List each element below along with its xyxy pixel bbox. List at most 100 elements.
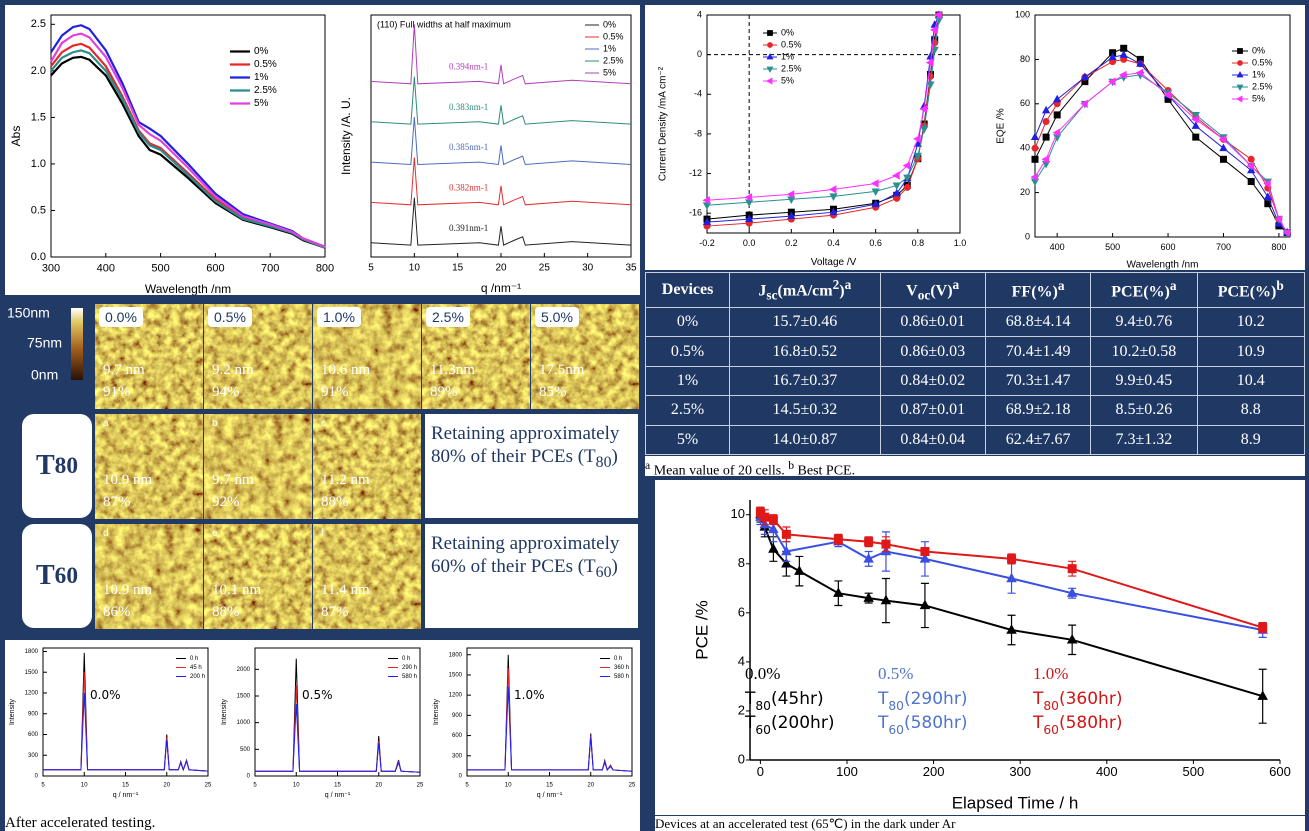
series-line bbox=[43, 692, 209, 772]
column-header: PCE(%)b bbox=[1196, 272, 1306, 308]
marker bbox=[781, 529, 791, 539]
series-line bbox=[255, 703, 421, 773]
marker bbox=[766, 53, 774, 60]
legend-label: 1% bbox=[781, 51, 794, 61]
marker bbox=[829, 207, 838, 216]
header-row: Devices Jsc(mA/cm2)a Voc(V)a FF(%)a PCE(%)a P… bbox=[644, 272, 1306, 308]
series-line bbox=[43, 672, 209, 772]
x-tick-label: 800 bbox=[1271, 242, 1286, 252]
table-cell: 8.9 bbox=[1196, 424, 1306, 456]
x-tick-label: 0.2 bbox=[785, 238, 798, 248]
marker bbox=[1066, 587, 1078, 597]
table-cell: 14.0±0.87 bbox=[729, 424, 881, 456]
y-tick-label: 8 bbox=[738, 555, 745, 570]
series-line bbox=[50, 32, 326, 248]
y-tick-label: 1800 bbox=[449, 652, 463, 658]
text-run: 1.0% bbox=[514, 688, 545, 702]
legend-label: 0.5% bbox=[781, 39, 802, 49]
roughness: 11.4 nm bbox=[321, 582, 370, 598]
series-line bbox=[706, 19, 940, 206]
series-line bbox=[370, 76, 632, 125]
y-tick-label: 0.0 bbox=[31, 251, 46, 263]
text-run: T bbox=[1032, 713, 1044, 733]
marker bbox=[1080, 99, 1088, 108]
afm-surface bbox=[204, 414, 312, 519]
x-tick-label: 25 bbox=[417, 783, 424, 789]
table-cell: 9.4±0.76 bbox=[1090, 306, 1198, 338]
text-run: sc bbox=[766, 287, 778, 303]
legend-label: 5% bbox=[781, 75, 794, 85]
series-line bbox=[50, 55, 326, 249]
x-tick-label: 15 bbox=[452, 263, 464, 274]
right-caption: Devices at an accelerated test (65℃) in … bbox=[655, 816, 1305, 831]
legend-label: 580 h bbox=[402, 674, 417, 680]
marker bbox=[1237, 48, 1243, 54]
afm-image: 2.5% 11.3nm 89% bbox=[422, 304, 530, 409]
text-run: a bbox=[844, 276, 852, 292]
marker bbox=[1246, 161, 1255, 171]
series-line bbox=[255, 658, 421, 773]
y-tick-label: 6 bbox=[738, 604, 745, 619]
text-run: a bbox=[645, 459, 651, 472]
marker bbox=[1263, 179, 1271, 188]
y-tick-label: 0 bbox=[697, 49, 702, 59]
table-row: 0% 15.7±0.46 0.86±0.01 68.8±4.14 9.4±0.76 10.… bbox=[644, 306, 1306, 338]
x-tick-label: 500 bbox=[1105, 242, 1120, 252]
series-line bbox=[370, 197, 632, 246]
text-run: Retaining approximately 60% of their PCE… bbox=[431, 533, 620, 577]
table-cell: 15.7±0.46 bbox=[729, 306, 881, 338]
x-tick-label: 700 bbox=[261, 262, 279, 274]
marker bbox=[794, 565, 805, 575]
marker bbox=[1282, 228, 1291, 237]
annotation: 0.0% bbox=[745, 664, 780, 683]
eqe-chart: 400 500 600 700 800 0 20 40 60 80 100 Wavelength /n… bbox=[996, 9, 1292, 270]
table-cell: 62.4±7.67 bbox=[984, 424, 1092, 456]
tile-label: 2.5% bbox=[426, 307, 470, 327]
text-run: a bbox=[952, 276, 960, 292]
series-line bbox=[370, 24, 632, 85]
row-tag: T 60 bbox=[22, 524, 92, 628]
y-tick-label: 100 bbox=[1015, 9, 1030, 19]
marker bbox=[1258, 623, 1268, 633]
table-cell: 9.9±0.45 bbox=[1090, 365, 1198, 397]
jv-chart: -0.2 0.0 0.2 0.4 0.6 0.8 1.0 4 0 -4 -8 -12 -16 Voltag… bbox=[658, 9, 967, 268]
x-tick-label: 25 bbox=[629, 783, 636, 789]
retention: 85% bbox=[539, 384, 567, 400]
text-run: 1.0% bbox=[1033, 664, 1068, 683]
y-axis-label: Intensity bbox=[221, 698, 228, 725]
marker bbox=[934, 10, 942, 20]
marker bbox=[919, 104, 928, 114]
tile-label: 0.0% bbox=[99, 307, 143, 327]
table-cell: 8.5±0.26 bbox=[1090, 395, 1198, 426]
text-run: 0.0% bbox=[745, 664, 780, 683]
y-tick-label: 60 bbox=[1020, 98, 1030, 108]
text-run: Retaining approximately 80% of their PCE… bbox=[431, 423, 620, 467]
roughness: 9.2 nm bbox=[212, 362, 254, 378]
x-tick-label: 5 bbox=[465, 783, 469, 789]
legend-label: 0% bbox=[603, 19, 616, 29]
marker bbox=[1006, 624, 1017, 634]
legend-label: 5% bbox=[254, 98, 269, 109]
x-tick-label: 300 bbox=[42, 262, 60, 274]
marker bbox=[744, 193, 753, 202]
afm-surface bbox=[313, 524, 421, 629]
x-tick-label: 10 bbox=[409, 263, 421, 274]
series-annotation: 0.385nm-1 bbox=[449, 142, 488, 152]
roughness: 10.9 nm bbox=[103, 472, 153, 488]
marker bbox=[1007, 554, 1017, 564]
text-run: Devices bbox=[661, 281, 714, 298]
afm-texture bbox=[313, 414, 421, 519]
marker bbox=[1219, 155, 1227, 163]
marker bbox=[1247, 155, 1255, 163]
x-axis-label: q / nm⁻¹ bbox=[325, 792, 351, 799]
legend-label: 1% bbox=[254, 72, 269, 83]
retention: 92% bbox=[212, 494, 240, 510]
marker bbox=[1041, 105, 1051, 114]
roughness: 9.7 nm bbox=[212, 472, 254, 488]
x-axis-label: Wavelength /nm bbox=[1127, 260, 1199, 270]
afm-image: 0.0% 9.7 nm 91% bbox=[95, 304, 203, 409]
text-run: 60 bbox=[595, 563, 612, 581]
y-tick-label: 0 bbox=[247, 774, 251, 780]
annotation: 0.5% bbox=[302, 688, 333, 702]
